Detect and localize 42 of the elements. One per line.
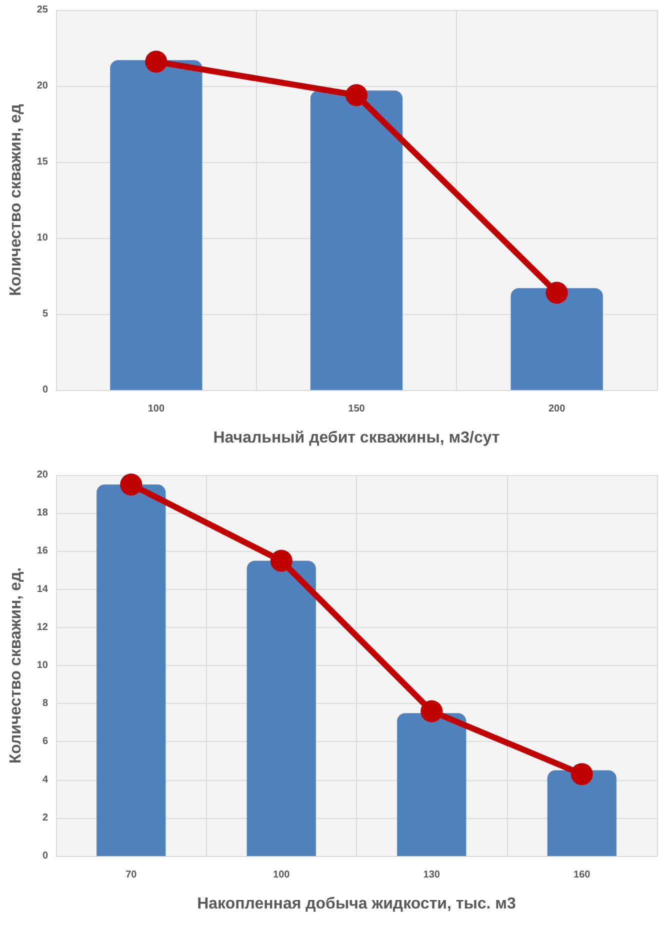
- point: [420, 700, 443, 722]
- y-tick-label: 12: [36, 622, 48, 633]
- y-tick-label: 20: [36, 470, 48, 480]
- point: [570, 763, 593, 786]
- y-tick-label: 4: [42, 774, 48, 786]
- x-tick-label: 200: [548, 404, 566, 414]
- point: [120, 474, 142, 496]
- point: [145, 50, 168, 73]
- point: [270, 550, 292, 572]
- y-tick-label: 16: [36, 546, 48, 557]
- y-tick-label: 14: [36, 584, 48, 595]
- y-tick-label: 6: [42, 736, 48, 748]
- y-tick-label: 18: [36, 508, 48, 519]
- y-tick-label: 20: [36, 80, 48, 92]
- y-tick-label: 15: [36, 156, 48, 168]
- y-tick-label: 25: [36, 4, 48, 16]
- bar: [110, 60, 202, 390]
- bar: [310, 90, 403, 390]
- x-axis-title: Накопленная добыча жидкости, тыс. м3: [197, 896, 516, 912]
- x-tick-label: 150: [348, 404, 366, 414]
- y-tick-label: 0: [42, 384, 48, 396]
- x-tick-label: 70: [126, 870, 138, 880]
- y-tick-label: 2: [42, 812, 48, 824]
- y-tick-label: 10: [36, 232, 48, 244]
- bar: [547, 770, 616, 856]
- bar: [510, 288, 603, 390]
- bar: [96, 484, 166, 856]
- x-tick-label: 100: [273, 870, 290, 880]
- y-tick-label: 0: [42, 850, 48, 862]
- y-tick-label: 5: [42, 308, 48, 320]
- x-tick-label: 100: [148, 404, 165, 414]
- bar: [397, 713, 466, 856]
- y-tick-label: 10: [36, 660, 48, 671]
- y-axis-title: Количество скважин, ед: [8, 104, 24, 296]
- x-tick-label: 130: [423, 870, 440, 880]
- bar: [246, 560, 316, 856]
- point: [346, 84, 368, 106]
- point: [546, 282, 568, 304]
- x-axis-title: Начальный дебит скважины, м3/сут: [213, 430, 500, 446]
- x-tick-label: 160: [574, 870, 591, 880]
- y-axis-title: Количество скважин, ед.: [8, 567, 24, 764]
- y-tick-label: 8: [42, 698, 48, 710]
